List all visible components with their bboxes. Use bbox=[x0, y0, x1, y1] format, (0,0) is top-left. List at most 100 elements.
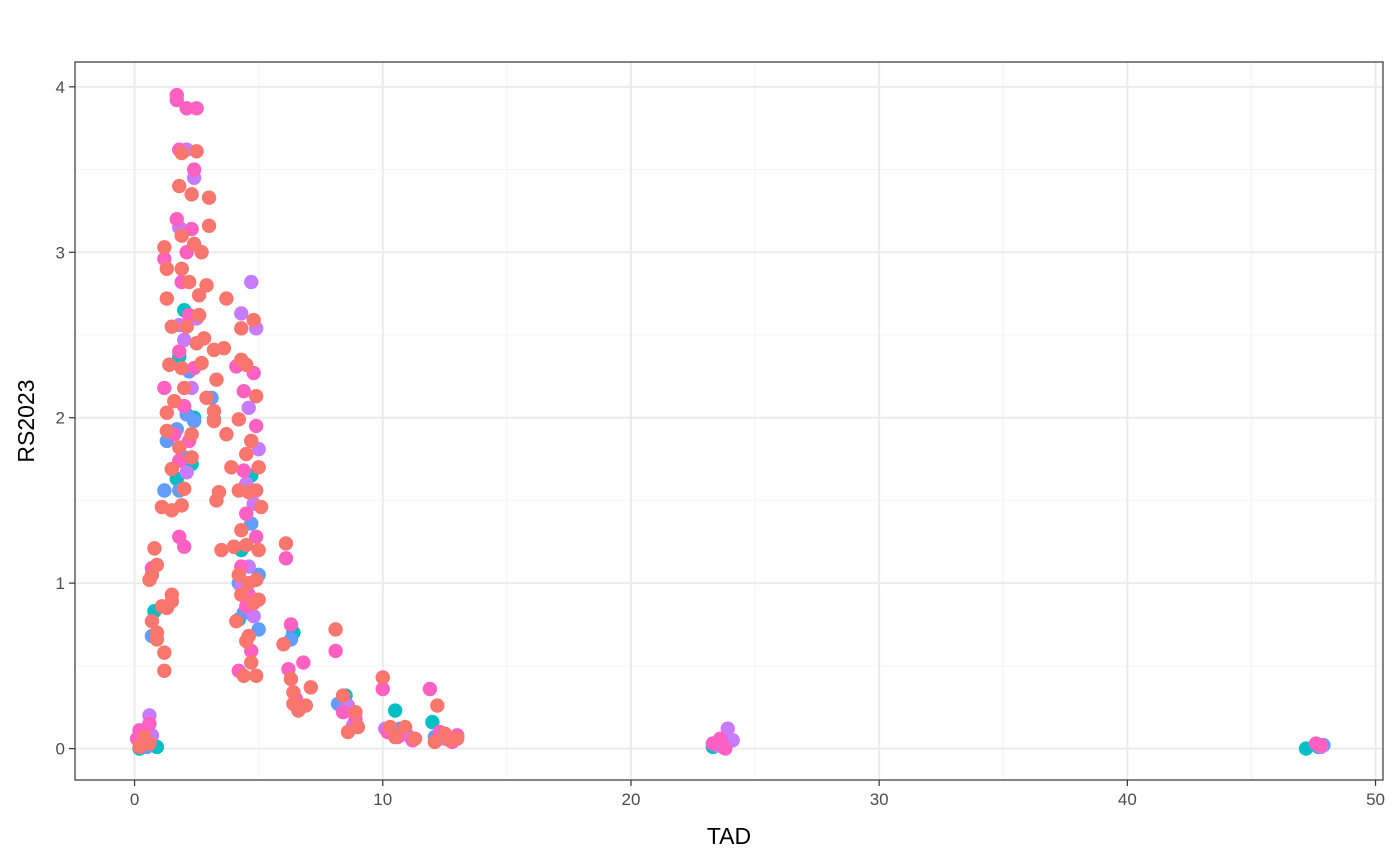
data-point bbox=[194, 355, 209, 371]
data-point bbox=[206, 413, 222, 429]
data-point bbox=[248, 418, 264, 434]
data-point bbox=[224, 460, 239, 475]
data-point bbox=[191, 288, 207, 303]
data-point bbox=[157, 663, 172, 679]
data-point bbox=[246, 312, 261, 328]
data-point bbox=[167, 393, 182, 409]
data-point bbox=[348, 704, 363, 720]
data-point bbox=[1313, 738, 1329, 753]
data-point bbox=[234, 352, 249, 367]
data-point bbox=[407, 731, 423, 746]
data-point bbox=[234, 587, 249, 602]
data-point bbox=[174, 228, 189, 243]
data-point bbox=[177, 380, 192, 396]
data-point bbox=[219, 291, 234, 306]
data-point bbox=[189, 101, 204, 116]
data-point bbox=[159, 405, 175, 420]
y-tick-label: 0 bbox=[56, 740, 65, 759]
data-point bbox=[720, 721, 735, 736]
data-point bbox=[184, 187, 199, 202]
data-point bbox=[164, 461, 179, 477]
data-point bbox=[172, 344, 187, 359]
data-point bbox=[214, 542, 229, 558]
data-point bbox=[144, 567, 160, 583]
data-point bbox=[229, 613, 244, 629]
data-point bbox=[174, 360, 189, 376]
data-point bbox=[157, 645, 172, 660]
data-point bbox=[157, 483, 172, 498]
data-point bbox=[177, 481, 192, 497]
data-point bbox=[422, 681, 438, 697]
axis-ticks: 0 10 20 30 40 50 0 1 2 3 4 bbox=[56, 78, 1385, 809]
data-point bbox=[239, 537, 254, 553]
data-point bbox=[286, 685, 301, 700]
data-point bbox=[387, 729, 403, 745]
data-point bbox=[248, 388, 264, 404]
data-point bbox=[231, 567, 247, 583]
data-point bbox=[191, 307, 207, 323]
data-point bbox=[298, 698, 314, 713]
data-point bbox=[154, 499, 170, 515]
data-point bbox=[169, 211, 184, 227]
data-points bbox=[129, 87, 1331, 756]
data-point bbox=[278, 551, 294, 566]
data-point bbox=[425, 714, 440, 730]
data-point bbox=[189, 336, 204, 351]
data-point bbox=[430, 698, 445, 713]
data-point bbox=[172, 178, 187, 194]
data-point bbox=[335, 704, 351, 720]
data-point bbox=[169, 92, 184, 108]
data-point bbox=[157, 240, 172, 255]
data-point bbox=[209, 372, 224, 387]
data-point bbox=[236, 463, 251, 478]
data-point bbox=[283, 671, 299, 687]
data-point bbox=[201, 218, 217, 233]
y-tick-label: 4 bbox=[56, 78, 65, 97]
data-point bbox=[234, 321, 249, 336]
data-point bbox=[239, 506, 254, 521]
data-point bbox=[248, 529, 264, 545]
data-point bbox=[303, 680, 318, 695]
data-point bbox=[216, 341, 232, 356]
data-point bbox=[387, 703, 403, 718]
data-point bbox=[186, 162, 202, 177]
data-point bbox=[144, 613, 160, 629]
data-point bbox=[174, 261, 189, 276]
data-point bbox=[199, 390, 214, 406]
data-point bbox=[251, 460, 266, 475]
data-point bbox=[335, 688, 351, 703]
data-point bbox=[276, 637, 291, 652]
data-point bbox=[350, 719, 366, 735]
data-point bbox=[248, 668, 264, 683]
data-point bbox=[239, 446, 254, 462]
data-point bbox=[174, 145, 189, 161]
data-point bbox=[234, 306, 249, 321]
data-point bbox=[137, 729, 152, 745]
data-point bbox=[186, 413, 202, 429]
data-point bbox=[427, 734, 443, 750]
data-point bbox=[296, 655, 311, 670]
data-point bbox=[184, 450, 199, 465]
data-point bbox=[177, 332, 192, 348]
data-point bbox=[172, 440, 187, 455]
y-axis-title: RS2023 bbox=[13, 379, 39, 462]
data-point bbox=[234, 522, 249, 538]
data-point bbox=[718, 741, 733, 756]
data-point bbox=[159, 423, 175, 439]
y-tick-label: 3 bbox=[56, 243, 65, 262]
data-point bbox=[241, 400, 256, 415]
data-point bbox=[194, 245, 209, 260]
data-point bbox=[251, 542, 266, 558]
x-tick-label: 0 bbox=[130, 790, 139, 809]
data-point bbox=[246, 609, 261, 624]
data-point bbox=[231, 412, 247, 427]
data-point bbox=[251, 592, 266, 607]
data-point bbox=[253, 499, 269, 515]
y-tick-label: 2 bbox=[56, 409, 65, 428]
x-tick-label: 40 bbox=[1118, 790, 1137, 809]
data-point bbox=[201, 190, 217, 205]
data-point bbox=[244, 433, 259, 449]
y-tick-label: 1 bbox=[56, 574, 65, 593]
